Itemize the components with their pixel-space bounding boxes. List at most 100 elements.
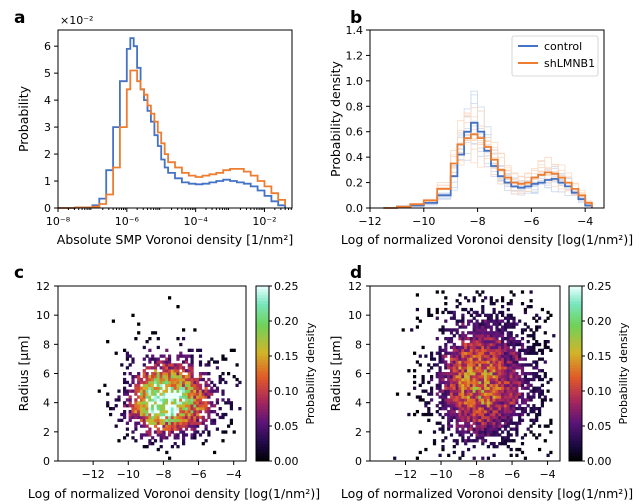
heatmap-cell <box>430 398 434 402</box>
heatmap-cell <box>193 386 197 390</box>
heatmap-cell <box>168 392 172 396</box>
heatmap-cell <box>142 398 146 402</box>
heatmap-cell <box>170 377 174 382</box>
heatmap-cell <box>464 372 468 376</box>
heatmap-cell <box>159 392 163 396</box>
heatmap-cell <box>193 395 197 399</box>
heatmap-cell <box>503 348 508 352</box>
colorbar-segment <box>569 440 582 444</box>
heatmap-cell <box>515 392 519 396</box>
heatmap-cell <box>472 340 476 344</box>
heatmap-cell <box>137 407 141 411</box>
heatmap-cell <box>215 360 219 364</box>
heatmap-cell <box>509 313 513 317</box>
heatmap-cell <box>518 377 522 382</box>
heatmap-cell <box>458 334 462 338</box>
y-tick-label: 0 <box>43 455 50 468</box>
heatmap-cell <box>523 377 527 382</box>
heatmap-cell <box>238 407 242 411</box>
heatmap-cell <box>535 340 539 344</box>
heatmap-cell <box>128 389 132 393</box>
heatmap-cell <box>221 357 225 361</box>
heatmap-cell <box>501 439 505 443</box>
heatmap-cell <box>503 366 508 370</box>
heatmap-cell <box>475 377 479 382</box>
heatmap-cell <box>190 433 194 437</box>
colorbar-segment <box>256 353 269 357</box>
colorbar-segment <box>256 306 269 310</box>
heatmap-cell <box>512 360 516 364</box>
heatmap-cell <box>515 427 519 431</box>
colorbar-segment <box>569 367 582 372</box>
heatmap-cell <box>165 427 169 431</box>
heatmap-cell <box>489 372 493 376</box>
heatmap-cell <box>489 427 493 431</box>
x-tick-label: −8 <box>469 215 485 228</box>
heatmap-cell <box>469 415 473 420</box>
heatmap-cell <box>518 351 522 355</box>
heatmap-cell <box>518 447 522 452</box>
heatmap-cell <box>455 415 459 420</box>
heatmap-cell <box>472 296 476 300</box>
heatmap-cell <box>523 401 527 405</box>
heatmap-cell <box>184 412 189 417</box>
heatmap-cell <box>196 401 200 405</box>
heatmap-cell <box>461 319 465 323</box>
heatmap-cell <box>475 357 479 361</box>
heatmap-cell <box>165 380 169 385</box>
heatmap-cell <box>131 357 135 361</box>
heatmap-cell <box>495 433 499 437</box>
y-axis-title: Radius [μm] <box>16 336 31 412</box>
heatmap-cell <box>145 377 149 382</box>
y-tick-label: 1.4 <box>346 24 364 37</box>
heatmap-cell <box>461 395 465 399</box>
heatmap-cell <box>184 427 189 431</box>
heatmap-cell <box>481 369 485 373</box>
heatmap-cell <box>489 424 493 428</box>
heatmap-cell <box>475 325 479 329</box>
heatmap-cell <box>173 383 177 387</box>
heatmap-cell <box>532 345 536 350</box>
heatmap-cell <box>484 319 488 323</box>
heatmap-cell <box>182 386 186 390</box>
heatmap-cell <box>455 363 459 367</box>
heatmap-cell <box>472 328 476 332</box>
heatmap-cell <box>196 430 200 434</box>
heatmap-cell <box>153 430 158 434</box>
heatmap-cell <box>501 377 505 382</box>
heatmap-cell <box>452 375 456 379</box>
heatmap-cell <box>168 415 172 420</box>
heatmap-cell <box>165 375 169 379</box>
heatmap-cell <box>501 319 505 323</box>
heatmap-cell <box>139 424 144 428</box>
heatmap-cell <box>441 389 445 393</box>
colorbar-tick-label: 0.10 <box>274 385 299 398</box>
heatmap-cell <box>498 319 502 323</box>
heatmap-cell <box>478 418 482 422</box>
heatmap-cell <box>159 404 163 408</box>
replicate-trace-shLMNB1 <box>383 107 593 209</box>
heatmap-cell <box>438 389 442 393</box>
heatmap-cell <box>435 383 439 387</box>
heatmap-cell <box>484 357 488 361</box>
heatmap-cell <box>455 305 459 309</box>
colorbar-segment <box>569 449 582 453</box>
heatmap-cell <box>438 380 442 385</box>
heatmap-cell <box>435 392 439 396</box>
heatmap-cell <box>201 418 205 422</box>
heatmap-cell <box>523 322 527 326</box>
heatmap-cell <box>449 383 454 387</box>
heatmap-cell <box>159 407 163 411</box>
heatmap-cell <box>117 389 121 393</box>
heatmap-cell <box>509 351 513 355</box>
colorbar-segment <box>256 309 269 313</box>
colorbar-tick-label: 0.00 <box>274 455 299 468</box>
heatmap-cell <box>489 421 493 425</box>
heatmap-cell <box>486 383 490 387</box>
heatmap-cell <box>515 375 519 379</box>
heatmap-cell <box>489 325 493 329</box>
axes-frame <box>57 29 293 209</box>
heatmap-cell <box>492 322 496 326</box>
heatmap-cell <box>156 375 160 379</box>
heatmap-cell <box>498 389 502 393</box>
